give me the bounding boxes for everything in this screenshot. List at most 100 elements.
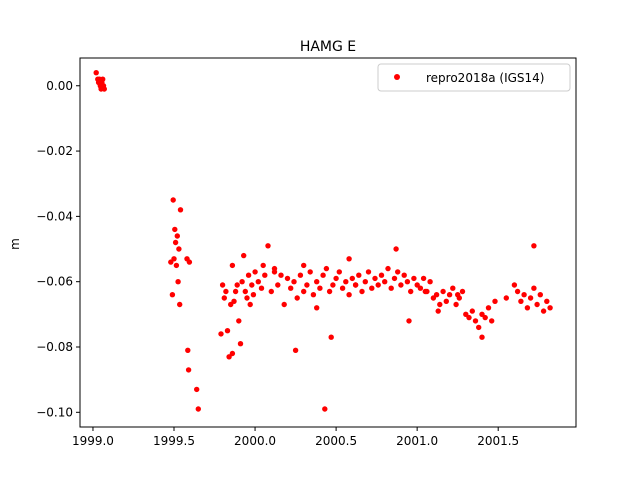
data-point xyxy=(446,292,453,298)
data-point xyxy=(333,275,339,282)
data-point xyxy=(221,295,227,301)
data-point xyxy=(485,305,492,311)
data-point xyxy=(258,285,265,291)
data-point xyxy=(232,288,239,295)
data-point xyxy=(245,272,252,278)
x-axis-ticks: 1999.0 1999.5 2000.0 2000.5 2001.0 2001.5 xyxy=(72,427,519,448)
data-point xyxy=(352,282,359,288)
data-point xyxy=(375,282,381,288)
data-point xyxy=(177,207,184,213)
data-point xyxy=(294,295,300,301)
y-tick-label: −0.02 xyxy=(36,144,73,158)
data-point xyxy=(320,272,326,278)
data-point xyxy=(275,282,281,288)
data-point xyxy=(236,318,242,324)
data-point xyxy=(278,272,284,278)
data-point xyxy=(411,275,417,282)
legend: repro2018a (IGS14) xyxy=(377,63,571,92)
data-point xyxy=(521,292,527,298)
data-point xyxy=(472,318,479,324)
legend-entry-label: repro2018a (IGS14) xyxy=(426,71,544,85)
data-point xyxy=(301,262,307,269)
data-point xyxy=(249,282,255,288)
data-point xyxy=(469,308,475,314)
data-point xyxy=(241,252,247,259)
data-point xyxy=(328,334,334,340)
data-point xyxy=(281,301,287,308)
data-point xyxy=(398,282,404,288)
data-point xyxy=(194,386,200,393)
legend-marker xyxy=(394,74,400,80)
data-point xyxy=(356,272,362,278)
data-point xyxy=(314,279,320,285)
data-point xyxy=(339,285,346,291)
data-point xyxy=(365,269,372,275)
data-point xyxy=(378,272,385,278)
data-point xyxy=(524,305,531,311)
data-point xyxy=(234,282,240,288)
x-tick-label: 2000.0 xyxy=(234,434,276,448)
data-points xyxy=(93,70,553,412)
data-point xyxy=(185,367,192,373)
y-tick-label: −0.10 xyxy=(36,405,73,419)
data-point xyxy=(176,246,182,252)
data-point xyxy=(323,265,330,272)
x-tick-label: 1999.5 xyxy=(153,434,195,448)
data-point xyxy=(314,305,320,311)
data-point xyxy=(173,262,180,269)
data-point xyxy=(435,308,441,314)
data-point xyxy=(242,288,248,295)
data-point xyxy=(395,269,401,275)
data-point xyxy=(172,239,179,246)
y-axis-ticks: 0.00 −0.02 −0.04 −0.06 −0.08 −0.10 xyxy=(36,79,80,419)
data-point xyxy=(255,279,261,285)
data-point xyxy=(226,354,232,360)
data-point xyxy=(175,279,181,285)
data-point xyxy=(417,285,424,291)
data-point xyxy=(268,288,274,295)
data-point xyxy=(518,298,524,304)
data-point xyxy=(466,314,472,321)
data-point xyxy=(291,279,297,285)
x-tick-label: 1999.0 xyxy=(72,434,114,448)
data-point xyxy=(186,259,193,265)
data-point xyxy=(343,279,349,285)
data-point xyxy=(247,301,253,308)
data-point xyxy=(476,324,482,331)
data-point xyxy=(317,285,323,291)
data-point xyxy=(195,406,201,412)
data-point xyxy=(174,233,180,239)
data-point xyxy=(537,292,543,298)
data-point xyxy=(401,272,407,278)
data-point xyxy=(544,298,550,304)
data-point xyxy=(169,292,176,298)
data-point xyxy=(531,285,537,291)
data-point xyxy=(223,288,229,295)
data-point xyxy=(185,347,191,353)
data-point xyxy=(304,282,310,288)
data-point xyxy=(301,288,307,295)
data-point xyxy=(391,275,398,282)
data-point xyxy=(170,197,176,203)
data-point xyxy=(388,285,394,291)
legend-box xyxy=(377,63,571,92)
y-tick-label: −0.06 xyxy=(36,275,73,289)
data-point xyxy=(531,243,537,249)
data-point xyxy=(346,292,352,298)
data-point xyxy=(503,295,509,301)
data-point xyxy=(262,272,268,278)
data-point xyxy=(482,314,488,321)
data-point xyxy=(527,295,534,301)
data-point xyxy=(433,292,440,298)
data-point xyxy=(271,269,278,275)
chart-title: HAMG E xyxy=(300,39,356,55)
data-point xyxy=(322,406,328,412)
data-point xyxy=(229,350,236,357)
data-point xyxy=(297,272,304,278)
data-point xyxy=(369,285,375,291)
data-point xyxy=(252,269,258,275)
data-point xyxy=(511,282,518,288)
data-point xyxy=(172,226,178,233)
data-point xyxy=(310,292,317,298)
